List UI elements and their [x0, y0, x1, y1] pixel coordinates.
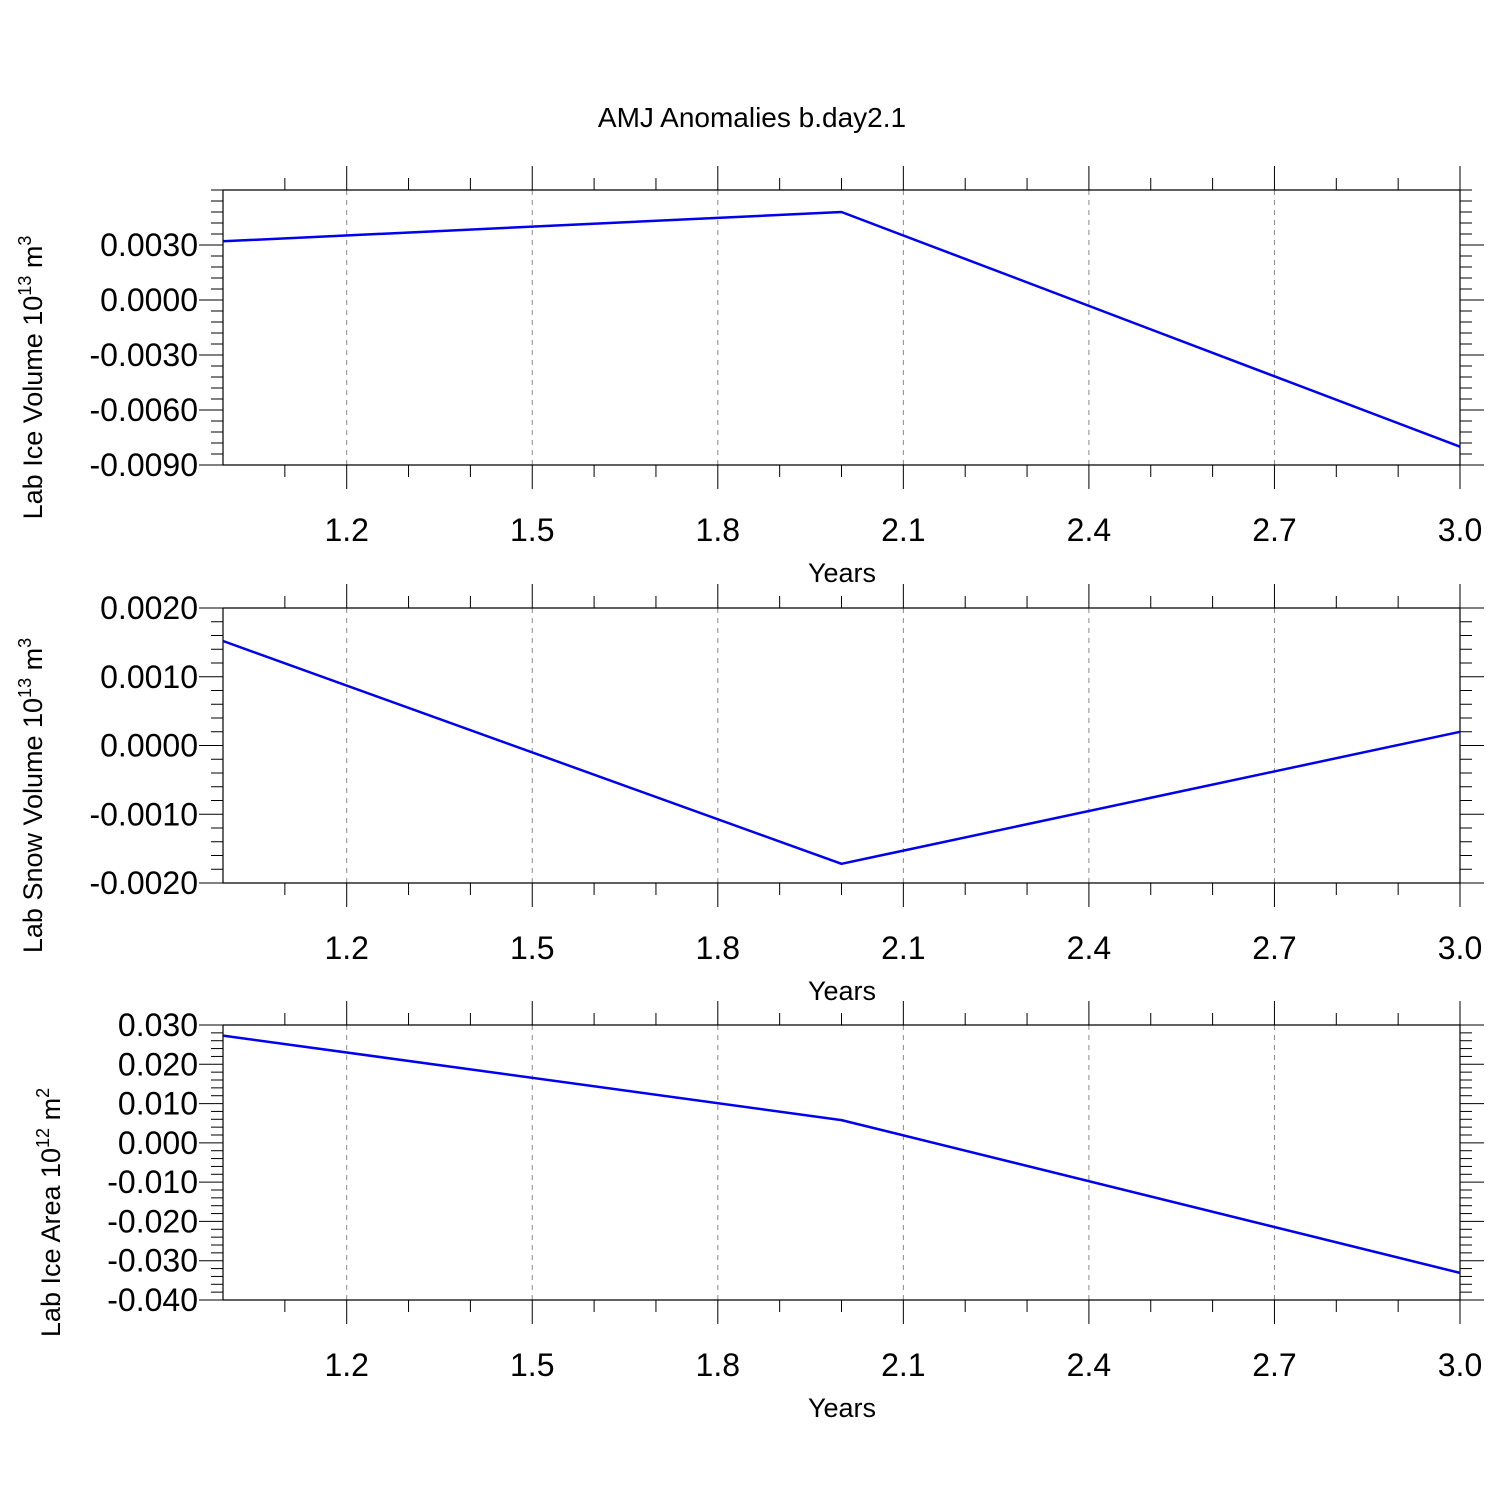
- x-tick-label: 1.5: [510, 1347, 554, 1383]
- series-line-1: [222, 210, 1461, 448]
- x-axis-label: Years: [808, 976, 876, 1006]
- y-axis-label-superscript: 3: [15, 236, 35, 246]
- x-tick-label: 3.0: [1438, 512, 1482, 548]
- y-tick-label: 0.030: [118, 1007, 198, 1043]
- y-axis-label-superscript: 2: [33, 1088, 53, 1098]
- y-tick-label: -0.040: [107, 1282, 198, 1318]
- panel-2: 1.2 1.5 1.8 2.1 2.4 2.7 3.0 Years 0.0020 0.0010 0.…: [15, 584, 1484, 1006]
- y-tick-label: -0.0030: [89, 337, 198, 373]
- x-tick-label: 2.1: [881, 1347, 925, 1383]
- y-axis-label: Lab Ice Volume 1013 m3: [15, 236, 48, 520]
- series-line-1: [222, 1034, 1461, 1275]
- y-tick-label: 0.0030: [100, 227, 198, 263]
- x-tick-label: 2.7: [1252, 1347, 1296, 1383]
- x-tick-label: 1.5: [510, 512, 554, 548]
- y-axis-label-superscript: 12: [33, 1128, 53, 1148]
- y-axis-label-superscript: 3: [15, 638, 35, 648]
- y-axis-label-text: m: [18, 246, 48, 276]
- series-line-1: [222, 639, 1461, 866]
- x-tick-label: 2.7: [1252, 930, 1296, 966]
- x-tick-label: 2.4: [1067, 930, 1111, 966]
- x-tick-label: 1.8: [696, 1347, 740, 1383]
- x-tick-label: 1.5: [510, 930, 554, 966]
- y-tick-label: -0.0090: [89, 447, 198, 483]
- y-axis-label: Lab Snow Volume 1013 m3: [15, 638, 48, 953]
- x-tick-label: 1.2: [324, 930, 368, 966]
- y-tick-label: -0.010: [107, 1164, 198, 1200]
- x-tick-label: 2.4: [1067, 512, 1111, 548]
- x-tick-label: 2.4: [1067, 1347, 1111, 1383]
- x-tick-label: 1.2: [324, 512, 368, 548]
- y-axis-label-text: Lab Ice Volume 10: [18, 296, 48, 520]
- y-tick-label: 0.000: [118, 1125, 198, 1161]
- x-tick-label: 3.0: [1438, 930, 1482, 966]
- y-tick-label: 0.0020: [100, 590, 198, 626]
- y-axis-label-text: m: [18, 648, 48, 678]
- y-axis-label: Lab Ice Area 1012 m2: [33, 1088, 66, 1337]
- y-tick-label: 0.0000: [100, 728, 198, 764]
- x-tick-label: 2.1: [881, 930, 925, 966]
- figure-title: AMJ Anomalies b.day2.1: [598, 102, 906, 133]
- y-tick-label: -0.0020: [89, 865, 198, 901]
- y-tick-label: -0.030: [107, 1243, 198, 1279]
- y-tick-label: -0.0010: [89, 796, 198, 832]
- x-tick-label: 2.7: [1252, 512, 1296, 548]
- y-tick-label: -0.020: [107, 1203, 198, 1239]
- x-tick-label: 1.8: [696, 930, 740, 966]
- x-axis-label: Years: [808, 1393, 876, 1423]
- y-axis-label-text: Lab Ice Area 10: [36, 1148, 66, 1337]
- x-tick-label: 3.0: [1438, 1347, 1482, 1383]
- y-tick-label: 0.0000: [100, 282, 198, 318]
- y-tick-label: 0.010: [118, 1086, 198, 1122]
- x-axis-label: Years: [808, 558, 876, 588]
- x-tick-label: 2.1: [881, 512, 925, 548]
- x-tick-label: 1.2: [324, 1347, 368, 1383]
- y-axis-label-text: m: [36, 1098, 66, 1128]
- panel-1: 1.2 1.5 1.8 2.1 2.4 2.7 3.0 Years 0.0030 0.0000 -0…: [15, 166, 1484, 588]
- x-tick-label: 1.8: [696, 512, 740, 548]
- y-tick-label: -0.0060: [89, 392, 198, 428]
- y-tick-label: 0.020: [118, 1046, 198, 1082]
- y-axis-label-superscript: 13: [15, 678, 35, 698]
- y-axis-label-text: Lab Snow Volume 10: [18, 698, 48, 953]
- panels: 1.2 1.5 1.8 2.1 2.4 2.7 3.0 Years 0.0030 0.0000 -0…: [15, 166, 1484, 1423]
- y-axis-label-superscript: 13: [15, 276, 35, 296]
- y-tick-label: 0.0010: [100, 659, 198, 695]
